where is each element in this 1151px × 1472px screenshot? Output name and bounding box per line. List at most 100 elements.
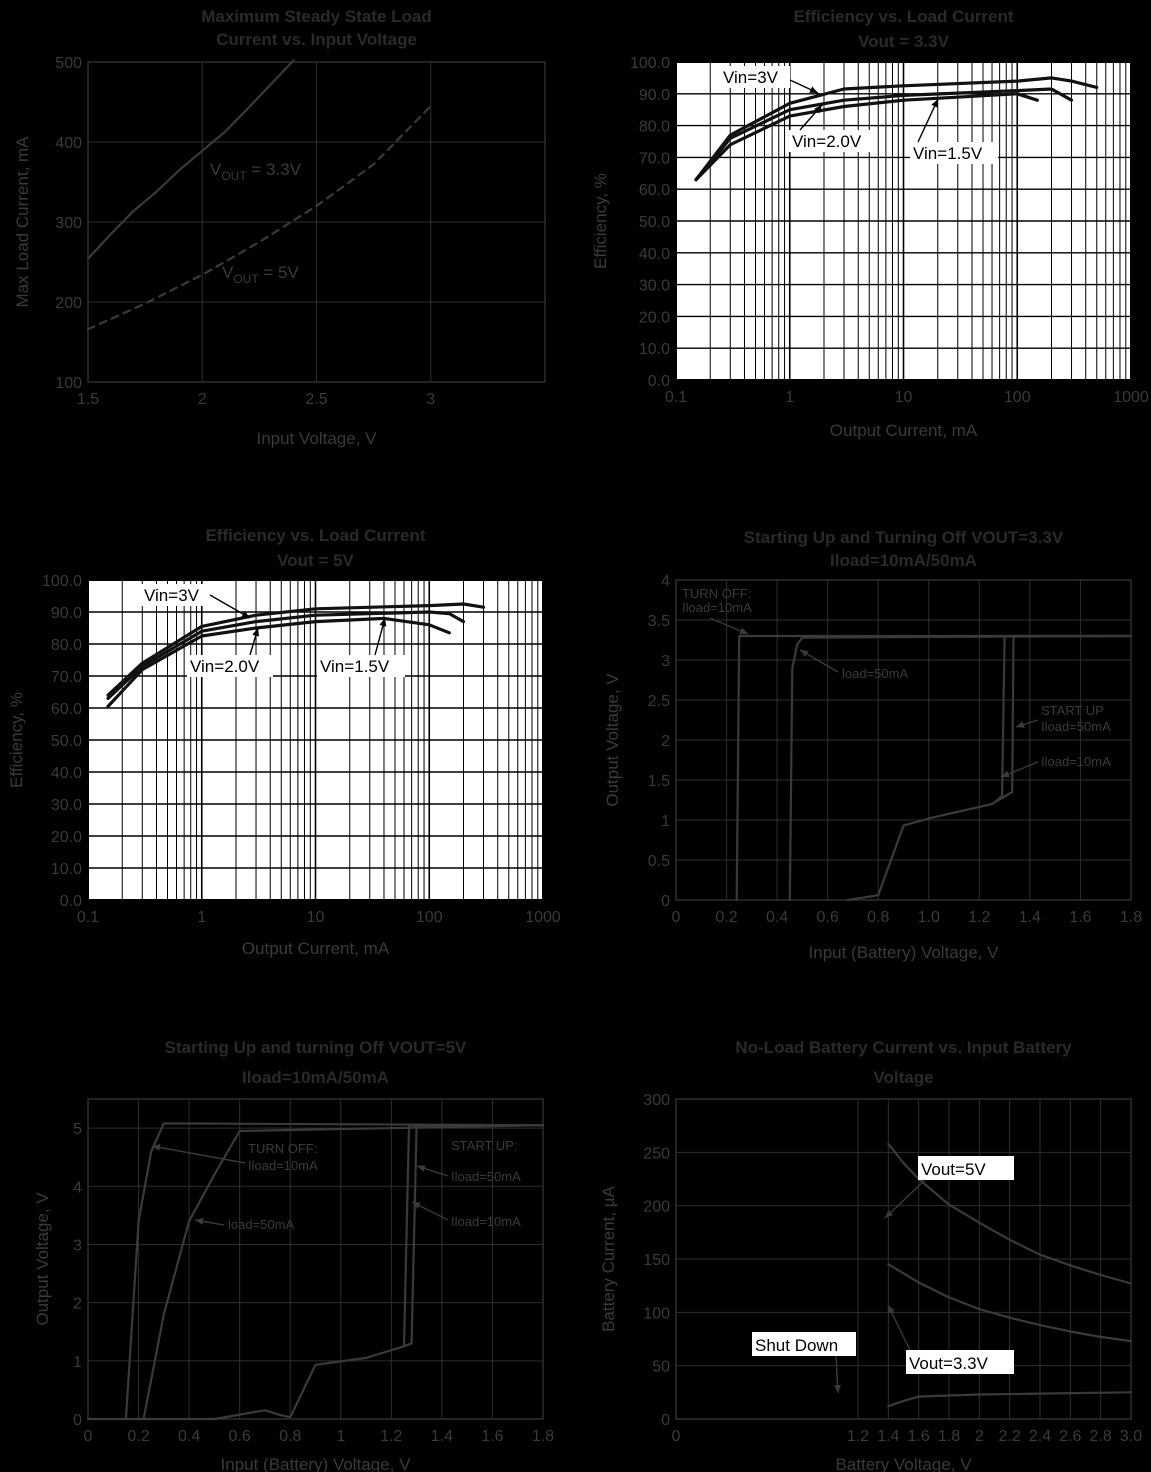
chart-4-y-tick-label: 0.5 bbox=[648, 853, 670, 870]
chart-4-annotation-3-arrow-head bbox=[800, 650, 809, 658]
chart-4-x-tick-label: 0.8 bbox=[867, 909, 889, 926]
chart-5-x-axis-label: Input (Battery) Voltage, V bbox=[221, 1455, 412, 1472]
chart-4-annotation-2-arrow-head bbox=[739, 627, 748, 635]
chart-6-series-1-line bbox=[887, 1142, 1133, 1285]
chart-4-y-tick-label: 3.5 bbox=[648, 613, 670, 630]
chart-5-x-tick-label: 0.6 bbox=[229, 1428, 251, 1445]
chart-2-y-tick-label: 30.0 bbox=[639, 278, 670, 295]
chart-3-annotation-1-arrow-head bbox=[241, 610, 250, 618]
chart-4-y-tick-label: 2 bbox=[661, 733, 670, 750]
chart-6-annotation-1-box bbox=[918, 1156, 1014, 1180]
chart-4-y-tick-label: 4 bbox=[661, 573, 670, 590]
chart-3-title-line-1: Efficiency vs. Load Current bbox=[205, 526, 425, 545]
chart-4-x-tick-label: 0.6 bbox=[817, 909, 839, 926]
chart-1-y-axis-label: Max Load Current, mA bbox=[13, 136, 32, 308]
chart-2-x-tick-label: 0.1 bbox=[665, 389, 687, 406]
chart-4-series-4-line bbox=[993, 634, 1133, 804]
chart-2-y-axis-label: Efficiency, % bbox=[591, 173, 610, 269]
chart-6-y-tick-label: 200 bbox=[643, 1199, 670, 1216]
chart-5-annotation-6-arrow-head bbox=[412, 1202, 421, 1209]
chart-5-y-axis-label: Output Voltage, V bbox=[33, 1192, 52, 1326]
chart-6-y-tick-label: 50 bbox=[652, 1359, 670, 1376]
chart-2-y-tick-label: 80.0 bbox=[639, 119, 670, 136]
chart-6-title-line-2: Voltage bbox=[873, 1068, 933, 1087]
chart-6-title-line-1: No-Load Battery Current vs. Input Batter… bbox=[735, 1038, 1072, 1057]
chart-2-y-tick-label: 0.0 bbox=[648, 373, 670, 390]
chart-6-y-tick-label: 250 bbox=[643, 1145, 670, 1162]
chart-2-y-tick-label: 90.0 bbox=[639, 87, 670, 104]
chart-2-annotation-3-arrow-head bbox=[931, 99, 938, 108]
chart-4-x-tick-label: 1.6 bbox=[1069, 909, 1091, 926]
chart-5-annotation-5: Iload=50mA bbox=[451, 1169, 521, 1184]
chart-1-annotation-1: VOUT = 3.3V bbox=[210, 160, 302, 183]
chart-4-y-tick-label: 0 bbox=[661, 893, 670, 910]
chart-3-y-tick-label: 10.0 bbox=[51, 861, 82, 878]
chart-4-x-tick-label: 1.0 bbox=[918, 909, 940, 926]
chart-2-y-tick-label: 70.0 bbox=[639, 150, 670, 167]
chart-5-series-4-line bbox=[402, 1124, 545, 1348]
chart-4-annotation-2: Iload=10mA bbox=[682, 600, 752, 615]
chart-6-y-tick-label: 150 bbox=[643, 1252, 670, 1269]
chart-2-y-tick-label: 40.0 bbox=[639, 246, 670, 263]
chart-2-x-tick-label: 1 bbox=[785, 389, 794, 406]
chart-1-y-tick-label: 100 bbox=[55, 375, 82, 392]
chart-3-y-tick-label: 100.0 bbox=[42, 573, 82, 590]
chart-4-annotation-3: load=50mA bbox=[842, 666, 908, 681]
chart-5-series-3-line bbox=[86, 1124, 545, 1421]
chart-1-y-tick-label: 200 bbox=[55, 295, 82, 312]
chart-4-x-tick-label: 0 bbox=[672, 909, 681, 926]
chart-5-y-tick-label: 4 bbox=[73, 1179, 82, 1196]
chart-3-y-tick-label: 40.0 bbox=[51, 765, 82, 782]
chart-2-series-2-line bbox=[694, 87, 1074, 182]
chart-3-x-tick-label: 0.1 bbox=[77, 909, 99, 926]
chart-5-series-1-line bbox=[124, 1122, 545, 1421]
chart-3-annotation-1-box bbox=[141, 584, 211, 606]
chart-1-y-tick-label: 500 bbox=[55, 55, 82, 72]
chart-4-x-tick-label: 1.2 bbox=[968, 909, 990, 926]
chart-3-y-tick-label: 70.0 bbox=[51, 669, 82, 686]
chart-6-annotation-3-arrow-head bbox=[834, 1384, 842, 1393]
chart-4-series-3-line bbox=[846, 634, 1133, 902]
chart-5-annotation-3: load=50mA bbox=[228, 1217, 294, 1232]
chart-3-y-tick-label: 30.0 bbox=[51, 797, 82, 814]
chart-3-y-tick-label: 20.0 bbox=[51, 829, 82, 846]
chart-6-y-axis-label: Battery Current, µA bbox=[599, 1185, 618, 1332]
chart-3-series-3-line bbox=[106, 616, 451, 709]
chart-4-x-tick-label: 0.4 bbox=[766, 909, 788, 926]
chart-4-annotation-5: Iload=50mA bbox=[1041, 719, 1111, 734]
chart-1-x-tick-label: 2 bbox=[198, 391, 207, 408]
chart-3-y-tick-label: 50.0 bbox=[51, 733, 82, 750]
chart-4-x-axis-label: Input (Battery) Voltage, V bbox=[809, 943, 1000, 962]
chart-6-annotation-2-arrow-head bbox=[888, 1305, 895, 1314]
chart-6-annotation-1: Vout=5V bbox=[921, 1160, 986, 1179]
chart-1-annotation-2: VOUT = 5V bbox=[222, 263, 300, 286]
chart-5-x-tick-label: 1.6 bbox=[481, 1428, 503, 1445]
chart-3-annotation-3: Vin=1.5V bbox=[320, 657, 390, 676]
chart-6-series-3-line bbox=[887, 1391, 1133, 1408]
chart-6-annotation-2: Vout=3.3V bbox=[909, 1354, 989, 1373]
chart-5-title-line-2: Iload=10mA/50mA bbox=[242, 1068, 389, 1087]
chart-3-y-tick-label: 80.0 bbox=[51, 637, 82, 654]
chart-6-x-tick-label: 2.4 bbox=[1029, 1428, 1051, 1445]
chart-5-x-tick-label: 1.8 bbox=[532, 1428, 554, 1445]
chart-3-x-axis-label: Output Current, mA bbox=[242, 939, 390, 958]
chart-2-y-tick-label: 20.0 bbox=[639, 309, 670, 326]
chart-6-x-tick-label: 1.6 bbox=[908, 1428, 930, 1445]
chart-4-y-tick-label: 3 bbox=[661, 653, 670, 670]
chart-3-x-tick-label: 1000 bbox=[525, 909, 561, 926]
chart-6-annotation-2-box bbox=[906, 1350, 1014, 1374]
chart-6-x-tick-label: 2.6 bbox=[1059, 1428, 1081, 1445]
chart-4-x-tick-label: 0.2 bbox=[715, 909, 737, 926]
chart-2-y-tick-label: 10.0 bbox=[639, 341, 670, 358]
chart-4-y-tick-label: 2.5 bbox=[648, 693, 670, 710]
chart-3-annotation-2: Vin=2.0V bbox=[190, 657, 260, 676]
chart-1-x-tick-label: 2.5 bbox=[305, 391, 327, 408]
chart-3-y-tick-label: 0.0 bbox=[60, 893, 82, 910]
chart-4-title-line-2: Iload=10mA/50mA bbox=[830, 551, 977, 570]
chart-3-y-tick-label: 60.0 bbox=[51, 701, 82, 718]
chart-5-x-tick-label: 0.8 bbox=[279, 1428, 301, 1445]
chart-6-x-tick-label: 1.8 bbox=[938, 1428, 960, 1445]
chart-3: Efficiency vs. Load Current Vout = 5V 0.1 1… bbox=[7, 526, 561, 958]
chart-4-y-tick-label: 1.5 bbox=[648, 773, 670, 790]
chart-2-title-line-2: Vout = 3.3V bbox=[858, 32, 950, 51]
